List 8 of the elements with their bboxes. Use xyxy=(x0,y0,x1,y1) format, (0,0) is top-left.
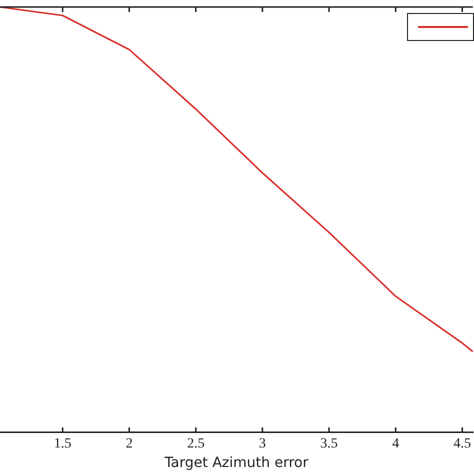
x-tick-label: 3.5 xyxy=(320,436,338,452)
x-tick-label: 4 xyxy=(392,436,400,452)
x-tick-label: 3 xyxy=(258,436,266,452)
x-tick-label: 4.5 xyxy=(454,436,471,452)
x-tick-label: 1.5 xyxy=(54,436,72,452)
x-tick-label: 2 xyxy=(126,436,133,452)
x-axis-title: Target Azimuth error xyxy=(164,455,309,472)
x-tick-label: 2.5 xyxy=(187,436,205,452)
